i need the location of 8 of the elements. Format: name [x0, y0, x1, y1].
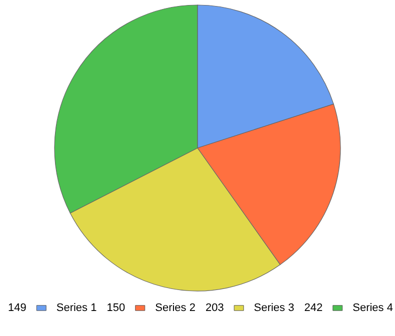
data-label: 242	[304, 302, 323, 314]
data-label: 203	[206, 302, 224, 314]
legend-label: Series 3	[254, 302, 294, 314]
legend-label: Series 2	[155, 302, 196, 314]
legend-label: Series 4	[352, 302, 393, 314]
legend-label: Series 1	[56, 302, 97, 314]
data-label: 150	[106, 302, 126, 314]
data-label: 149	[8, 302, 26, 314]
